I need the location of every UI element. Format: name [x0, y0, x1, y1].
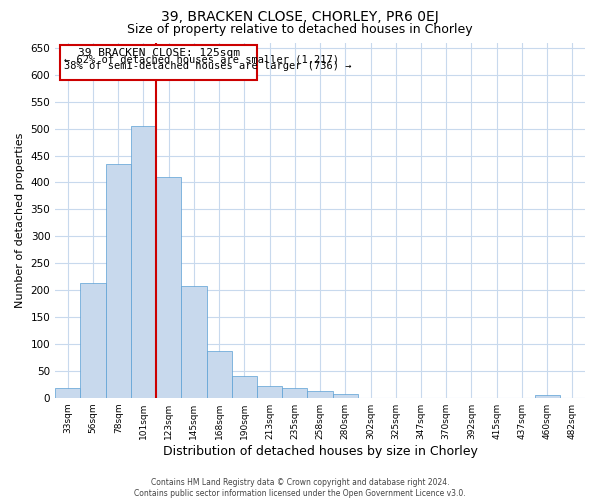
FancyBboxPatch shape — [60, 45, 257, 80]
X-axis label: Distribution of detached houses by size in Chorley: Distribution of detached houses by size … — [163, 444, 478, 458]
Bar — [282, 388, 307, 398]
Text: Size of property relative to detached houses in Chorley: Size of property relative to detached ho… — [127, 22, 473, 36]
Text: 38% of semi-detached houses are larger (736) →: 38% of semi-detached houses are larger (… — [64, 61, 352, 71]
Text: ← 62% of detached houses are smaller (1,217): ← 62% of detached houses are smaller (1,… — [64, 54, 339, 64]
Bar — [131, 126, 156, 398]
Bar — [332, 394, 358, 398]
Text: 39 BRACKEN CLOSE: 125sqm: 39 BRACKEN CLOSE: 125sqm — [77, 48, 239, 58]
Bar — [257, 386, 282, 398]
Text: 39, BRACKEN CLOSE, CHORLEY, PR6 0EJ: 39, BRACKEN CLOSE, CHORLEY, PR6 0EJ — [161, 10, 439, 24]
Bar — [535, 395, 560, 398]
Bar — [55, 388, 80, 398]
Bar — [307, 391, 332, 398]
Bar — [232, 376, 257, 398]
Text: Contains HM Land Registry data © Crown copyright and database right 2024.
Contai: Contains HM Land Registry data © Crown c… — [134, 478, 466, 498]
Bar — [156, 177, 181, 398]
Bar — [106, 164, 131, 398]
Bar — [181, 286, 206, 398]
Y-axis label: Number of detached properties: Number of detached properties — [15, 132, 25, 308]
Bar — [80, 283, 106, 398]
Bar — [206, 351, 232, 398]
